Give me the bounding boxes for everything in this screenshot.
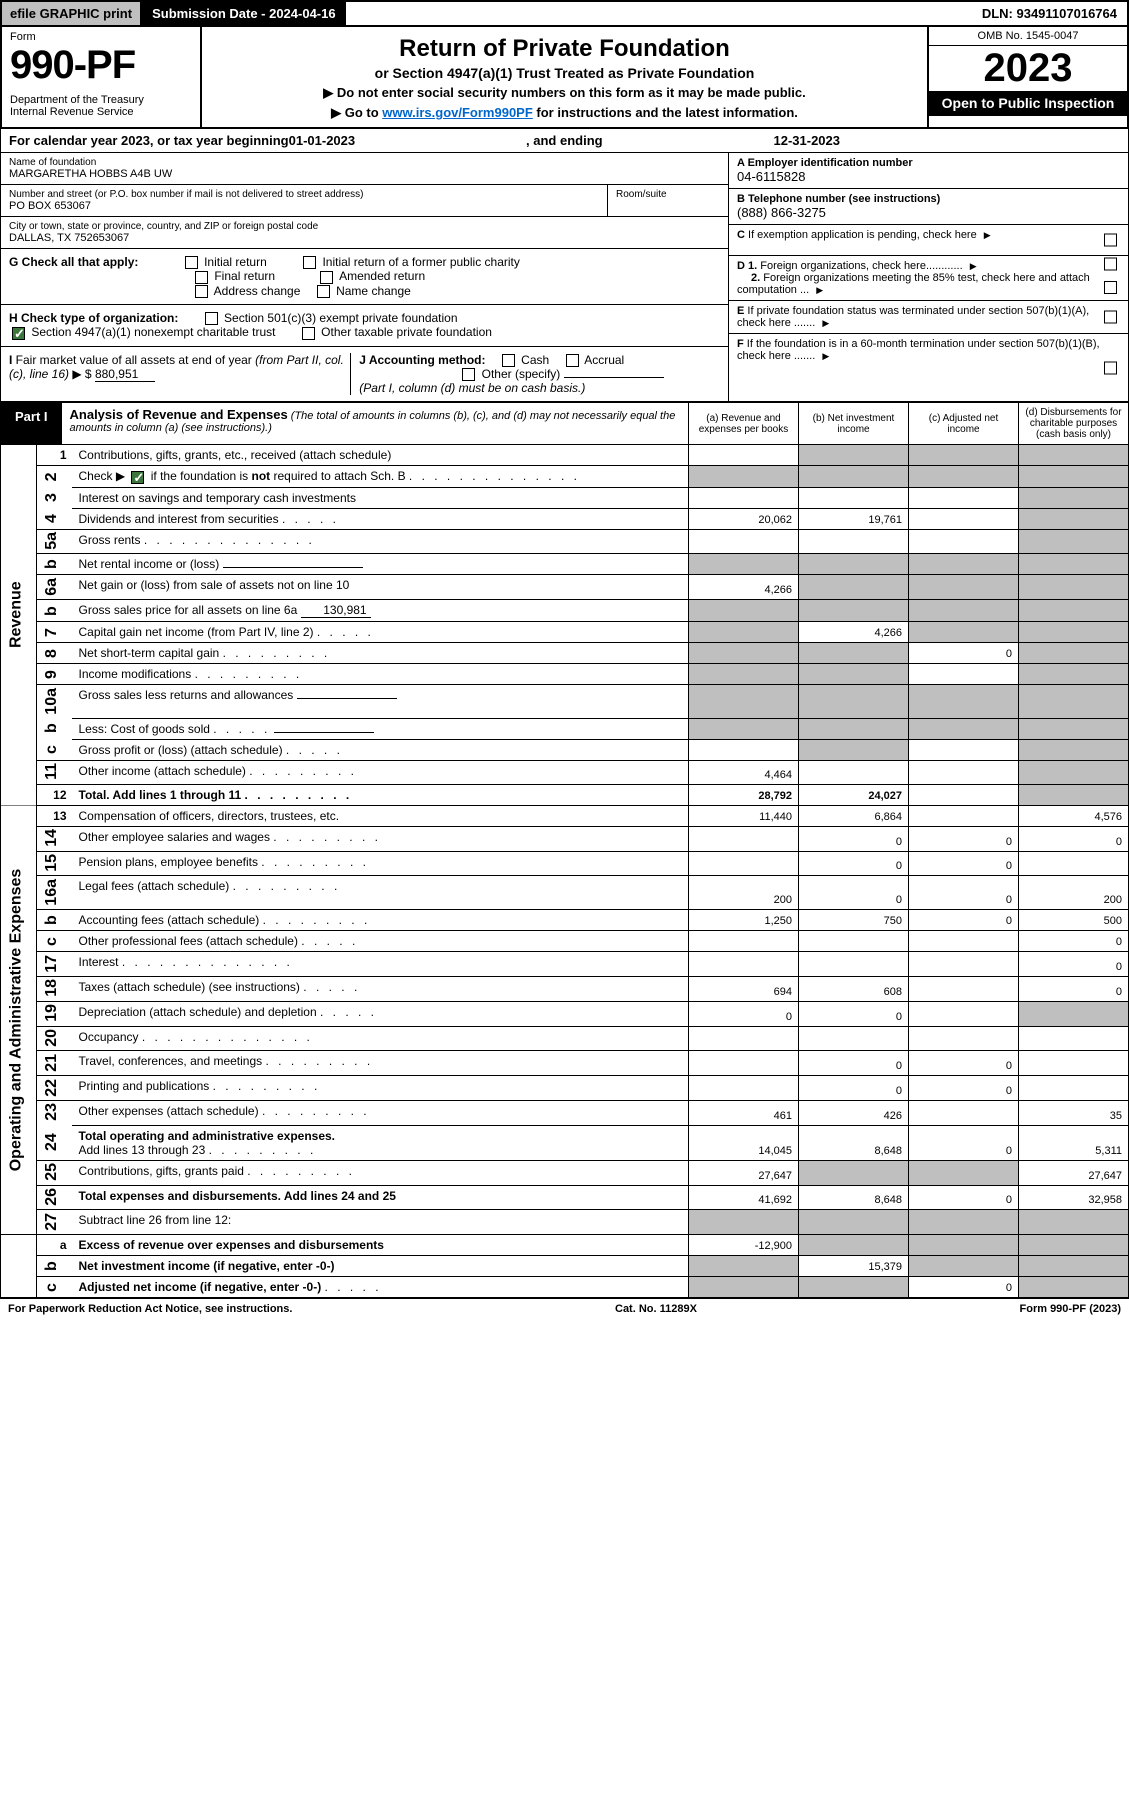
tax-year-begin: 01-01-2023 xyxy=(289,133,356,148)
footer-cat: Cat. No. 11289X xyxy=(615,1303,697,1315)
city-label: City or town, state or province, country… xyxy=(9,221,720,232)
tax-year: 2023 xyxy=(929,46,1127,91)
fmv-value: 880,951 xyxy=(95,367,155,382)
footer-left: For Paperwork Reduction Act Notice, see … xyxy=(8,1303,292,1315)
part1-title: Analysis of Revenue and Expenses xyxy=(70,407,288,422)
entity-info: Name of foundation MARGARETHA HOBBS A4B … xyxy=(0,153,1129,402)
ein-value: 04-6115828 xyxy=(737,169,805,184)
part1-label: Part I xyxy=(1,403,62,444)
form-number: 990-PF xyxy=(10,43,192,88)
foundation-name-label: Name of foundation xyxy=(9,157,720,168)
open-to-public: Open to Public Inspection xyxy=(929,91,1127,116)
cb-501c3[interactable] xyxy=(205,312,218,325)
cb-final-return[interactable] xyxy=(195,271,208,284)
cb-other-method[interactable] xyxy=(462,368,475,381)
status-terminated-label: If private foundation status was termina… xyxy=(737,305,1089,329)
table-row: 2 Check ▶ if the foundation is not requi… xyxy=(1,466,1129,487)
foreign-85-label: Foreign organizations meeting the 85% te… xyxy=(737,272,1090,296)
footer-form: Form 990-PF (2023) xyxy=(1020,1303,1122,1315)
cb-initial-former[interactable] xyxy=(303,256,316,269)
address-label: Number and street (or P.O. box number if… xyxy=(9,189,599,200)
cb-initial-return[interactable] xyxy=(185,256,198,269)
col-b-header: (b) Net investment income xyxy=(798,403,908,444)
phone-value: (888) 866-3275 xyxy=(737,205,826,220)
form-title: Return of Private Foundation xyxy=(212,35,917,63)
tax-year-end: 12-31-2023 xyxy=(774,133,841,148)
form-label: Form xyxy=(10,31,192,43)
city-value: DALLAS, TX 752653067 xyxy=(9,232,720,244)
col-d-header: (d) Disbursements for charitable purpose… xyxy=(1018,403,1128,444)
topbar: efile GRAPHIC print Submission Date - 20… xyxy=(0,0,1129,27)
cb-name-change[interactable] xyxy=(317,285,330,298)
efile-print-button[interactable]: efile GRAPHIC print xyxy=(2,2,142,25)
calendar-year-row: For calendar year 2023, or tax year begi… xyxy=(0,129,1129,153)
foreign-org-label: Foreign organizations, check here.......… xyxy=(760,260,962,272)
cb-status-terminated[interactable] xyxy=(1104,311,1117,324)
cb-4947[interactable] xyxy=(12,327,25,340)
department-label: Department of the Treasury Internal Reve… xyxy=(10,94,192,118)
table-row: Revenue 1 Contributions, gifts, grants, … xyxy=(1,445,1129,466)
cb-exemption-pending[interactable] xyxy=(1104,234,1117,247)
cb-sch-b[interactable] xyxy=(131,471,144,484)
cb-60-month[interactable] xyxy=(1104,361,1117,374)
cb-other-taxable[interactable] xyxy=(302,327,315,340)
cb-accrual[interactable] xyxy=(566,354,579,367)
form-note-1: ▶ Do not enter social security numbers o… xyxy=(212,85,917,101)
exemption-pending-label: If exemption application is pending, che… xyxy=(748,229,977,241)
col-c-header: (c) Adjusted net income xyxy=(908,403,1018,444)
part1-header: Part I Analysis of Revenue and Expenses … xyxy=(0,402,1129,445)
cb-cash[interactable] xyxy=(502,354,515,367)
revenue-section-label: Revenue xyxy=(1,445,37,784)
section-g: G Check all that apply: Initial return I… xyxy=(1,249,728,305)
foundation-name: MARGARETHA HOBBS A4B UW xyxy=(9,168,720,180)
cb-address-change[interactable] xyxy=(195,285,208,298)
section-i: I Fair market value of all assets at end… xyxy=(9,353,350,396)
col-a-header: (a) Revenue and expenses per books xyxy=(688,403,798,444)
irs-link[interactable]: www.irs.gov/Form990PF xyxy=(382,105,533,120)
section-h: H Check type of organization: Section 50… xyxy=(1,305,728,347)
section-j: J Accounting method: Cash Accrual Other … xyxy=(350,353,720,396)
address-value: PO BOX 653067 xyxy=(9,200,599,212)
cb-foreign-org[interactable] xyxy=(1104,258,1117,271)
form-note-2: ▶ Go to www.irs.gov/Form990PF for instru… xyxy=(212,105,917,121)
form-header: Form 990-PF Department of the Treasury I… xyxy=(0,27,1129,129)
dln-label: DLN: 93491107016764 xyxy=(972,2,1127,25)
cb-foreign-85[interactable] xyxy=(1104,281,1117,294)
form-subtitle: or Section 4947(a)(1) Trust Treated as P… xyxy=(212,65,917,81)
phone-label: B Telephone number (see instructions) xyxy=(737,193,940,205)
ein-label: A Employer identification number xyxy=(737,157,913,169)
part1-table: Revenue 1 Contributions, gifts, grants, … xyxy=(0,445,1129,1298)
room-label: Room/suite xyxy=(616,189,720,200)
omb-number: OMB No. 1545-0047 xyxy=(929,27,1127,46)
expenses-section-label: Operating and Administrative Expenses xyxy=(1,805,37,1234)
page-footer: For Paperwork Reduction Act Notice, see … xyxy=(0,1298,1129,1319)
60-month-label: If the foundation is in a 60-month termi… xyxy=(737,338,1100,362)
cb-amended-return[interactable] xyxy=(320,271,333,284)
submission-date: Submission Date - 2024-04-16 xyxy=(142,2,346,25)
